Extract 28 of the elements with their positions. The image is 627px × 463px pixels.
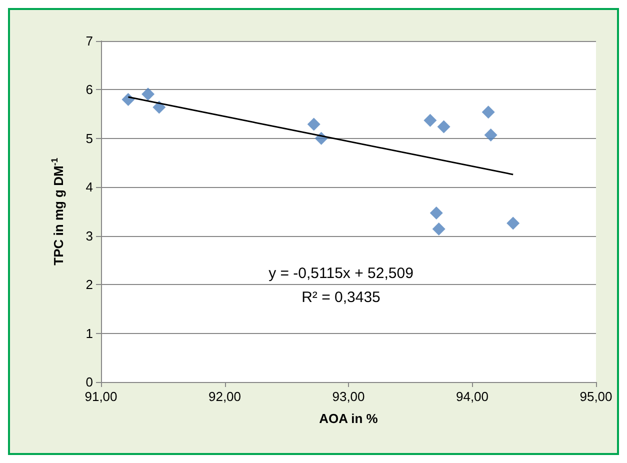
point — [430, 206, 443, 220]
point — [482, 106, 495, 119]
x-tick-label: 91,00 — [84, 389, 118, 404]
y-tick-label: 1 — [86, 326, 93, 341]
point — [142, 88, 155, 101]
point — [484, 128, 498, 142]
x-tick-label: 92,00 — [208, 389, 242, 404]
y-axis-title: TPC in mg g DM-1 — [50, 158, 66, 266]
point — [506, 216, 520, 230]
y-tick-label: 5 — [86, 130, 93, 146]
y-tick-label: 3 — [86, 228, 93, 244]
point — [152, 100, 166, 114]
point — [437, 120, 450, 134]
annotation: R² = 0,3435 — [302, 289, 380, 306]
x-tick-label: 94,00 — [456, 389, 489, 404]
point — [122, 92, 135, 106]
point — [307, 118, 320, 131]
point — [432, 222, 446, 236]
y-tick-label: 6 — [86, 82, 93, 98]
x-tick-label: 95,00 — [580, 389, 612, 404]
y-tick-label: 4 — [86, 180, 93, 195]
x-tick-label: 93,00 — [332, 389, 365, 404]
y-tick-label: 2 — [86, 277, 93, 292]
x-axis-title: AOA in % — [319, 411, 378, 426]
y-tick-label: 7 — [86, 34, 93, 48]
y-tick-label: 0 — [86, 374, 93, 390]
point — [424, 114, 437, 127]
annotation: y = -0,5115x + 52,509 — [268, 265, 414, 282]
